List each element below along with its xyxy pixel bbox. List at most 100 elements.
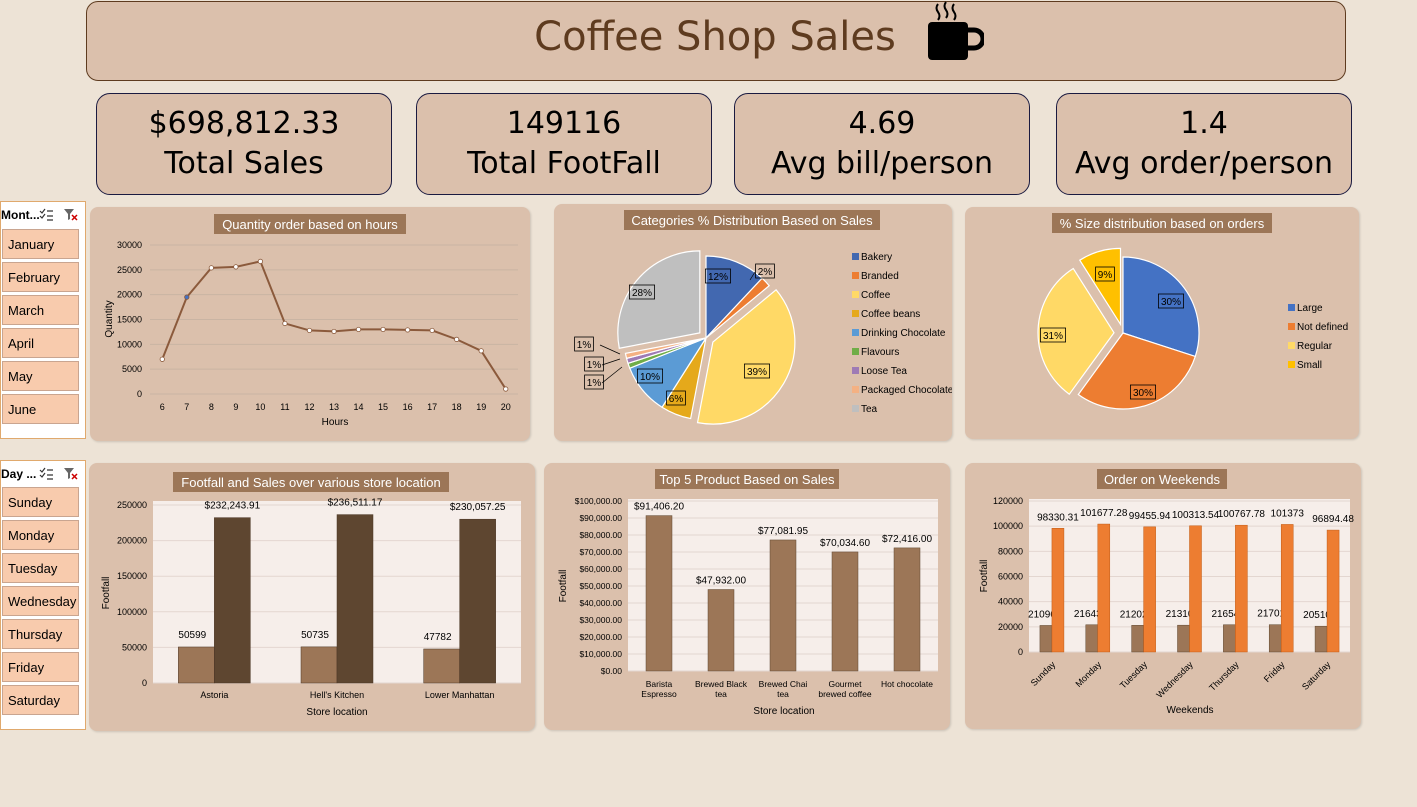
x-axis-label: Store location <box>753 706 814 717</box>
y-tick-label: 40000 <box>998 597 1023 607</box>
x-tick-label: Astoria <box>200 690 228 700</box>
legend-label: Bakery <box>861 252 892 263</box>
bar <box>1097 523 1111 653</box>
chart-title-bg <box>173 472 449 492</box>
bar <box>831 551 859 672</box>
x-axis-label: Store location <box>306 707 367 718</box>
slicer-item-may[interactable]: May <box>2 361 79 391</box>
data-label-box <box>637 368 664 384</box>
data-label: $91,406.20 <box>634 502 684 513</box>
x-tick-label: 17 <box>427 402 437 412</box>
kpi-label: Total FootFall <box>467 146 661 181</box>
data-label: 21643 <box>1074 609 1102 620</box>
leader-line <box>601 366 623 384</box>
x-tick-label: 13 <box>329 402 339 412</box>
y-tick-label: $80,000.00 <box>579 530 622 540</box>
bar <box>1326 529 1340 653</box>
data-point <box>208 265 214 271</box>
slicer-item-sunday[interactable]: Sunday <box>2 487 79 517</box>
month-slicer: Mont... January February March April May… <box>0 201 86 439</box>
bar <box>1051 528 1065 653</box>
slicer-item-friday[interactable]: Friday <box>2 652 79 682</box>
chart-title: Top 5 Product Based on Sales <box>660 472 835 487</box>
x-tick-label: 12 <box>304 402 314 412</box>
multi-select-icon[interactable] <box>39 208 53 222</box>
hourly-quantity-chart: Quantity order based on hours 0 5000 10000 1… <box>104 214 518 428</box>
legend-label: Drinking Chocolate <box>861 328 946 339</box>
legend-label: Small <box>1297 360 1322 371</box>
clear-filter-icon[interactable] <box>63 208 79 222</box>
chart-title-bg <box>1052 213 1272 233</box>
x-tick-label: tea <box>715 689 727 699</box>
data-point <box>355 326 362 333</box>
y-tick-label: $0.00 <box>601 666 623 676</box>
weekend-orders-chart: Order on Weekends 0 20000 40000 60000 80000 10… <box>979 469 1354 716</box>
data-label: 30% <box>1133 388 1153 399</box>
category-distribution-chart: Categories % Distribution Based on Sales… <box>574 210 954 425</box>
data-label: 21701 <box>1257 609 1285 620</box>
multi-select-icon[interactable] <box>39 467 53 481</box>
top-products-panel: Top 5 Product Based on Sales $0.00 $10,000… <box>544 463 950 730</box>
bar <box>1223 624 1236 653</box>
slicer-item-tuesday[interactable]: Tuesday <box>2 553 79 583</box>
leader-line <box>601 358 621 366</box>
legend-label: Regular <box>1297 341 1333 352</box>
data-label-box <box>1157 293 1184 309</box>
y-tick-label: $90,000.00 <box>579 513 622 523</box>
data-point <box>306 327 313 334</box>
bar <box>645 515 673 672</box>
chart-title: Footfall and Sales over various store lo… <box>181 475 440 490</box>
data-label: 101373 <box>1271 508 1305 519</box>
y-tick-label: 80000 <box>998 546 1023 556</box>
data-label: 1% <box>587 378 602 389</box>
size-distribution-chart: % Size distribution based on orders 30% 30… <box>1037 213 1348 410</box>
kpi-value: 4.69 <box>848 106 916 141</box>
data-label: 100767.78 <box>1218 509 1266 520</box>
chart-title-bg <box>655 469 839 489</box>
x-tick-label: 18 <box>452 402 462 412</box>
x-tick-label: 9 <box>233 402 238 412</box>
data-label: 101677.28 <box>1080 508 1128 519</box>
coffee-cup-icon <box>928 1 984 60</box>
x-tick-label: Wednesday <box>1154 659 1195 700</box>
legend-label: Large <box>1297 303 1323 314</box>
slicer-item-june[interactable]: June <box>2 394 79 424</box>
data-point <box>159 356 165 362</box>
data-label-box <box>584 356 604 372</box>
data-point <box>257 258 263 264</box>
slicer-item-april[interactable]: April <box>2 328 79 358</box>
data-label-box <box>629 284 656 300</box>
data-label: $230,057.25 <box>450 502 506 513</box>
data-point <box>404 327 411 333</box>
size-distribution-panel: % Size distribution based on orders 30% 30… <box>965 207 1359 439</box>
y-tick-label: 100000 <box>993 521 1023 531</box>
x-tick-label: 15 <box>378 402 388 412</box>
slicer-item-thursday[interactable]: Thursday <box>2 619 79 649</box>
chart-title: % Size distribution based on orders <box>1060 216 1265 231</box>
x-tick-label: Sunday <box>1029 659 1058 688</box>
kpi-value: 1.4 <box>1180 106 1228 141</box>
y-tick-label: $40,000.00 <box>579 598 622 608</box>
slicer-item-wednesday[interactable]: Wednesday <box>2 586 79 616</box>
slicer-item-march[interactable]: March <box>2 295 79 325</box>
slicer-item-monday[interactable]: Monday <box>2 520 79 550</box>
bar <box>769 539 797 672</box>
bar <box>300 646 338 684</box>
slicer-item-february[interactable]: February <box>2 262 79 292</box>
legend-swatch <box>852 291 859 298</box>
chart-title-bg <box>214 214 406 234</box>
legend-label: Not defined <box>1297 322 1348 333</box>
clear-filter-icon[interactable] <box>63 467 79 481</box>
slicer-item-saturday[interactable]: Saturday <box>2 685 79 715</box>
kpi-label: Total Sales <box>164 146 324 181</box>
x-tick-label: 11 <box>280 402 289 412</box>
kpi-value: 149116 <box>506 106 622 141</box>
slicer-item-january[interactable]: January <box>2 229 79 259</box>
x-tick-label: tea <box>777 689 789 699</box>
series-line <box>161 260 507 390</box>
x-tick-label: Hell's Kitchen <box>310 690 364 700</box>
y-tick-label: 150000 <box>117 571 147 581</box>
page-title: Coffee Shop Sales <box>0 14 1417 60</box>
data-label-box <box>743 363 770 379</box>
x-tick-label: Lower Manhattan <box>425 690 495 700</box>
